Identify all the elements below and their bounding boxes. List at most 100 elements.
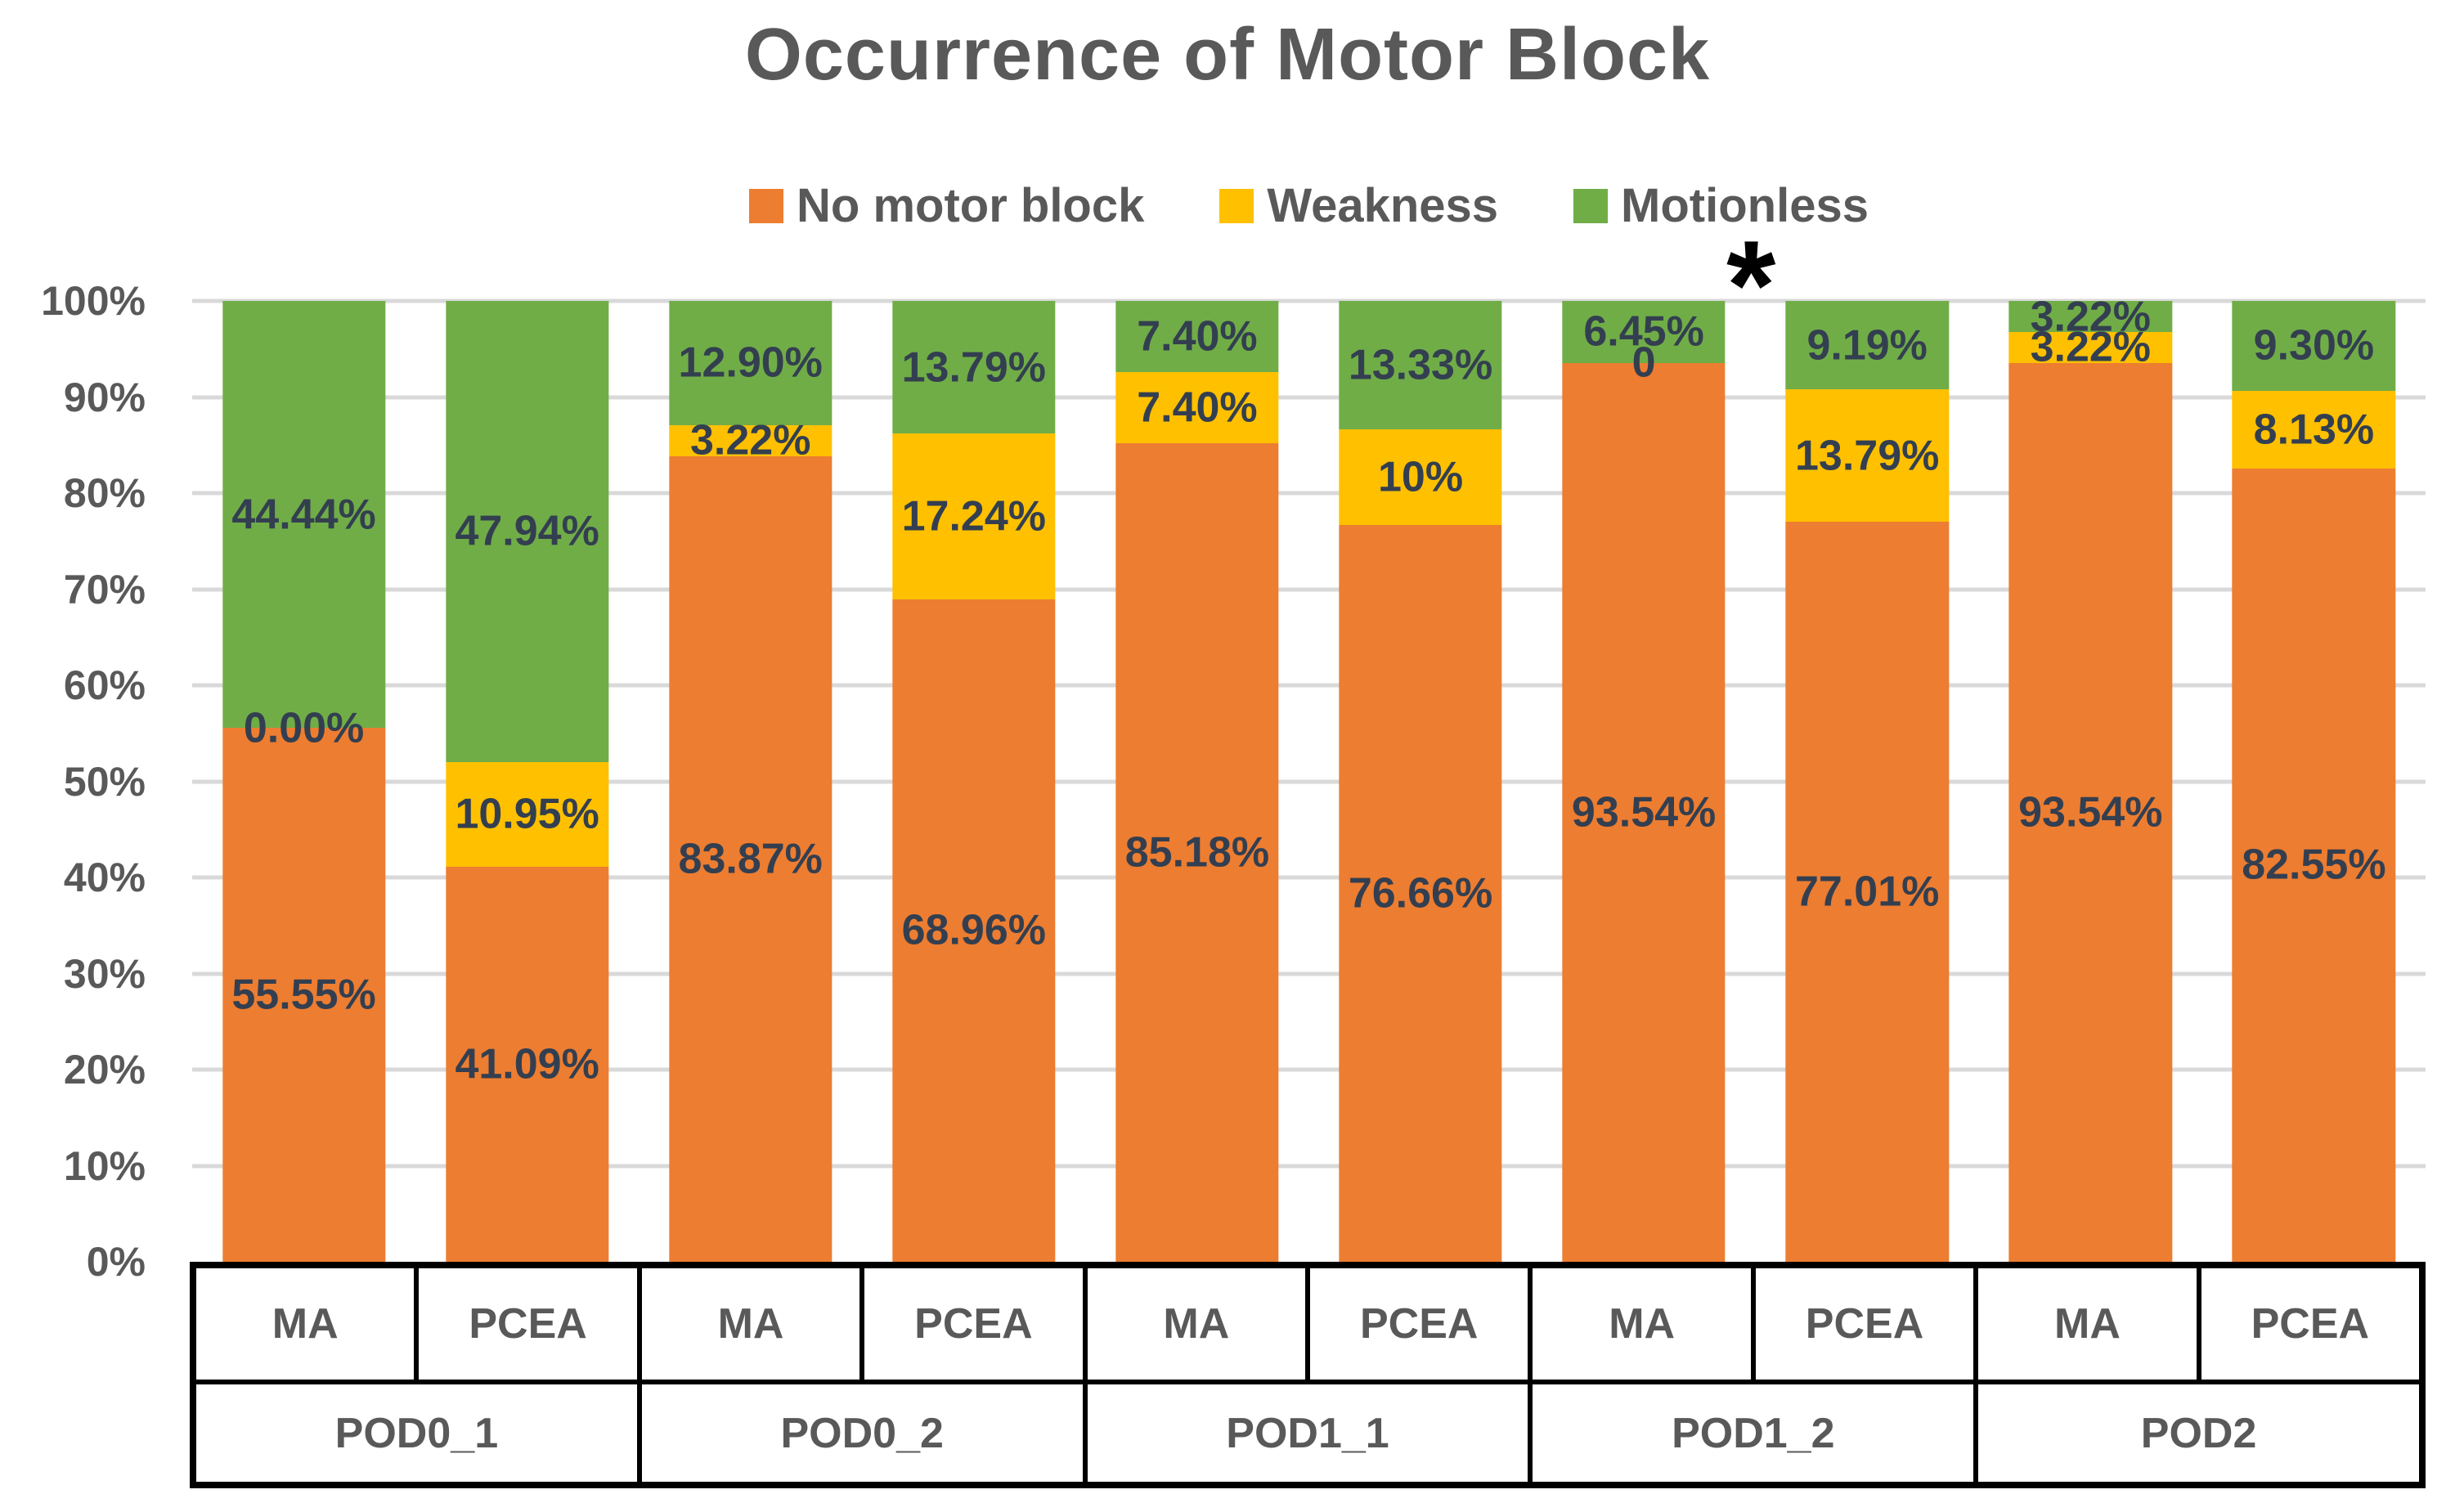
data-label: 10% (1377, 453, 1464, 501)
stacked-bar: 93.54% 0 6.45% (1562, 301, 1726, 1262)
x-axis-sub-cell: MA (196, 1268, 420, 1380)
x-axis-group-cell: POD1_2 (1533, 1384, 1979, 1482)
bar-segment (1115, 372, 1279, 444)
data-label: 7.40% (1137, 312, 1258, 361)
gridline (192, 683, 2426, 688)
gridline (192, 298, 2426, 303)
legend-item: Motionless (1573, 178, 1869, 233)
data-label: 77.01% (1795, 868, 1940, 916)
bar-slot: 93.54% 3.22% 3.22% (1979, 294, 2202, 1262)
x-axis-sub-cell: MA (1978, 1268, 2201, 1380)
bar-slot: 82.55% 8.13% 9.30% (2202, 301, 2426, 1262)
legend-swatch (1573, 188, 1609, 223)
data-label: 9.19% (1806, 321, 1928, 369)
page-title: Occurrence of Motor Block (744, 14, 1711, 96)
legend-item: No motor block (749, 178, 1144, 233)
data-label: 6.45% (1583, 307, 1704, 356)
bar-segment (445, 301, 609, 762)
data-label: 17.24% (901, 492, 1047, 541)
bar-segment (669, 424, 833, 456)
x-axis-group-cell: POD1_1 (1088, 1384, 1533, 1482)
data-label: 13.33% (1348, 341, 1493, 389)
stacked-bar: 76.66% 10% 13.33% (1339, 301, 1502, 1262)
stacked-bar: 41.09% 10.95% 47.94% (445, 301, 609, 1262)
data-label: 76.66% (1348, 869, 1493, 918)
significance-asterisk: * (1726, 214, 1776, 356)
bar-segment (1115, 301, 1279, 373)
bar-segment (669, 455, 833, 1262)
legend-label: Motionless (1621, 179, 1869, 232)
gridline (192, 1164, 2426, 1168)
y-tick-label: 100% (41, 278, 146, 324)
legend: No motor block Weakness Motionless (192, 178, 2426, 233)
legend-label: No motor block (797, 179, 1145, 232)
gridline (192, 395, 2426, 399)
data-label: 3.22% (2030, 292, 2152, 340)
data-label: 9.30% (2253, 321, 2375, 370)
bar-segment (1339, 301, 1502, 429)
stacked-bar: 82.55% 8.13% 9.30% (2232, 301, 2396, 1262)
data-label: 83.87% (678, 834, 823, 882)
bar-segment (1562, 301, 1726, 363)
y-axis: 100% 90% 80% 70% 60% 50% 40% 30% 20% 10% 0% (0, 278, 146, 1285)
bar-segment (2008, 301, 2172, 333)
bar-segment (1115, 443, 1279, 1262)
stacked-bar: 93.54% 3.22% 3.22% (2008, 294, 2172, 1262)
bar-segment (1562, 362, 1726, 1262)
gridline (192, 875, 2426, 880)
bar-slot: 68.96% 17.24% 13.79% (862, 301, 1085, 1262)
plot-area: 55.55% 0.00% 44.44% 41.09% 10.95% 47.94% 83.87… (192, 222, 2426, 1262)
bar-segment (2232, 301, 2396, 391)
x-axis-sub-cell: PCEA (2251, 1300, 2370, 1348)
data-label: 85.18% (1124, 828, 1270, 877)
data-label: 8.13% (2253, 405, 2375, 453)
bar-slot: 83.87% 3.22% 12.90% (639, 301, 862, 1262)
gridline (192, 1067, 2426, 1072)
bar-slot: 93.54% 0 6.45% (1533, 301, 1756, 1262)
y-tick-label: 90% (63, 374, 146, 420)
y-tick-label: 80% (63, 470, 146, 516)
x-axis-sub-cell: MA (1088, 1268, 1311, 1380)
data-label: 55.55% (231, 971, 376, 1019)
x-axis-sub-row: MA PCEA MA PCEA MA PCEA MA PCEA MA PCEA (196, 1268, 2419, 1384)
stacked-bar: 85.18% 7.40% 7.40% (1115, 301, 1279, 1262)
x-axis-group-cell: POD2 (2140, 1409, 2257, 1457)
x-axis-sub-cell: PCEA (419, 1268, 642, 1380)
y-tick-label: 60% (63, 662, 146, 708)
legend-item: Weakness (1219, 178, 1498, 233)
data-label: 44.44% (231, 490, 376, 538)
bar-slot: 76.66% 10% 13.33% (1308, 301, 1532, 1262)
x-axis-sub-cell: PCEA (1756, 1268, 1979, 1380)
x-axis-group-row: POD0_1 POD0_2 POD1_1 POD1_2 POD2 (196, 1384, 2419, 1482)
x-axis-sub-cell: MA (1533, 1268, 1756, 1380)
stacked-bar: 77.01% 13.79% 9.19% (1785, 301, 1949, 1262)
data-label: 13.79% (1795, 431, 1940, 479)
y-tick-label: 50% (63, 758, 146, 805)
data-label: 68.96% (901, 906, 1047, 954)
y-tick-label: 10% (63, 1142, 146, 1189)
bar-segment (892, 433, 1056, 599)
y-tick-label: 0% (86, 1239, 146, 1285)
bar-segment (2008, 362, 2172, 1262)
data-label: 7.40% (1137, 384, 1258, 432)
gridline (192, 779, 2426, 783)
bars: 55.55% 0.00% 44.44% 41.09% 10.95% 47.94% 83.87… (192, 294, 2426, 1262)
stacked-bar: 55.55% 0.00% 44.44% (222, 301, 386, 1262)
data-label: 41.09% (455, 1040, 599, 1088)
stacked-bar: 68.96% 17.24% 13.79% (892, 301, 1056, 1262)
legend-swatch (1219, 188, 1254, 223)
gridline (192, 491, 2426, 496)
data-label: 12.90% (678, 339, 823, 387)
x-axis-sub-cell: MA (642, 1268, 865, 1380)
x-axis-group-cell: POD0_2 (642, 1384, 1088, 1482)
bar-segment (222, 728, 386, 1262)
legend-label: Weakness (1267, 179, 1499, 232)
data-label: 47.94% (455, 507, 599, 555)
bar-segment (1785, 522, 1949, 1262)
bar-segment (1785, 301, 1949, 390)
bar-segment (445, 867, 609, 1262)
bar-slot: 41.09% 10.95% 47.94% (415, 301, 639, 1262)
y-tick-label: 40% (63, 855, 146, 900)
data-label: 3.22% (690, 416, 811, 464)
